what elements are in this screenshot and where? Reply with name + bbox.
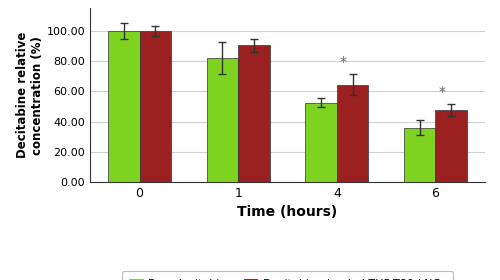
Bar bbox=[206, 58, 238, 182]
Bar bbox=[140, 31, 171, 182]
Bar bbox=[404, 128, 436, 182]
Bar bbox=[337, 85, 368, 182]
Bar bbox=[238, 45, 270, 182]
Bar bbox=[436, 110, 467, 182]
Bar bbox=[108, 31, 140, 182]
Text: *: * bbox=[438, 85, 446, 99]
Text: *: * bbox=[340, 55, 346, 69]
Legend: Free-decitabine, Decitabine-loaded THP-T80-LNCs: Free-decitabine, Decitabine-loaded THP-T… bbox=[122, 271, 454, 280]
Y-axis label: Decitabine relative
concentration (%): Decitabine relative concentration (%) bbox=[16, 32, 44, 158]
Bar bbox=[306, 103, 337, 182]
X-axis label: Time (hours): Time (hours) bbox=[238, 206, 338, 220]
